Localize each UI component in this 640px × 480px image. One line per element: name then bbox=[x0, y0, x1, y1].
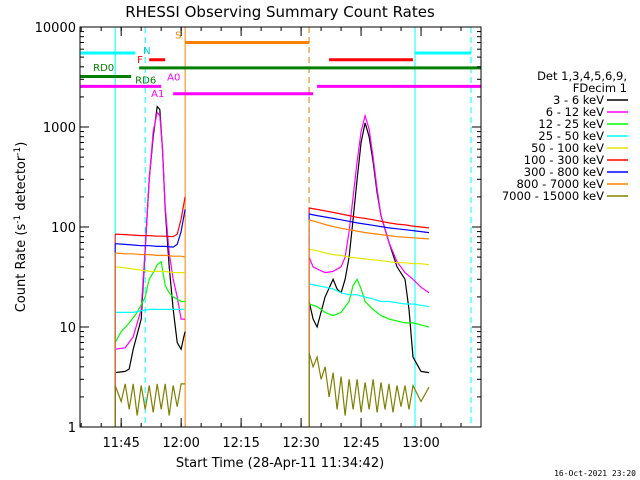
y-tick-label-1: 1 bbox=[68, 421, 76, 436]
y-tick-label-100: 100 bbox=[51, 221, 76, 236]
legend-label-12-25-kev: 12 - 25 keV bbox=[538, 117, 604, 131]
legend-label-800-7000-kev: 800 - 7000 keV bbox=[516, 177, 604, 191]
series-6-12-kev-seg0 bbox=[115, 111, 186, 350]
flag-label-rd0: RD0 bbox=[93, 63, 114, 74]
legend-label-25-50-kev: 25 - 50 keV bbox=[538, 129, 604, 143]
series-12-25-kev-seg1 bbox=[308, 278, 430, 328]
legend-label-6-12-kev: 6 - 12 keV bbox=[546, 105, 604, 119]
flag-label-s: S bbox=[175, 30, 181, 41]
series-7000-15000-kev-seg0 bbox=[114, 383, 186, 416]
series-50-100-kev-seg0 bbox=[115, 266, 186, 274]
y-axis-label-main: Count Rate (s bbox=[14, 224, 29, 313]
series-12-25-kev-seg0 bbox=[114, 260, 186, 343]
x-tick-label-13-00: 13:00 bbox=[402, 436, 439, 451]
legend-label-50-100-kev: 50 - 100 keV bbox=[531, 141, 604, 155]
axis-ticks: 11:45 12:00 12:15 12:30 12:45 13:00 1 10 100 1000… bbox=[35, 21, 482, 451]
x-tick-label-12-45: 12:45 bbox=[342, 436, 379, 451]
x-tick-label-12-00: 12:00 bbox=[162, 436, 199, 451]
legend-label-300-800-kev: 300 - 800 keV bbox=[524, 165, 604, 179]
flag-label-n: N bbox=[143, 46, 150, 57]
x-tick-label-12-30: 12:30 bbox=[282, 436, 319, 451]
flag-label-rd6: RD6 bbox=[135, 75, 156, 86]
legend-header-line2: FDecim 1 bbox=[573, 81, 627, 95]
series-25-50-kev-seg1 bbox=[308, 283, 430, 308]
series-800-7000-kev-seg1 bbox=[308, 219, 430, 240]
y-tick-label-10: 10 bbox=[59, 321, 76, 336]
y-tick-label-1000: 1000 bbox=[43, 121, 76, 136]
series-6-12-kev-seg1 bbox=[308, 113, 430, 294]
y-axis-label-end: ) bbox=[14, 142, 29, 147]
x-tick-label-12-15: 12:15 bbox=[222, 436, 259, 451]
series-3-6-kev-seg0 bbox=[115, 105, 186, 374]
flag-label-f: F bbox=[137, 55, 143, 66]
y-axis-label-sup2: -1 bbox=[13, 147, 23, 156]
series-300-800-kev-seg1 bbox=[308, 213, 430, 234]
series-50-100-kev-seg1 bbox=[308, 248, 430, 266]
series-300-800-kev-seg0 bbox=[115, 209, 186, 248]
legend-label-7000-15000-kev: 7000 - 15000 keV bbox=[502, 189, 604, 203]
legend-header-line1: Det 1,3,4,5,6,9, bbox=[537, 69, 627, 83]
series-lines bbox=[114, 105, 430, 427]
series-25-50-kev-seg0 bbox=[115, 308, 186, 313]
flag-label-a0: A0 bbox=[167, 72, 180, 83]
y-tick-label-10000: 10000 bbox=[35, 21, 76, 36]
x-axis-label: Start Time (28-Apr-11 11:34:42) bbox=[176, 456, 384, 471]
flag-label-a1: A1 bbox=[151, 89, 164, 100]
chart-title: RHESSI Observing Summary Count Rates bbox=[125, 3, 435, 21]
x-tick-label-11-45: 11:45 bbox=[102, 436, 139, 451]
series-800-7000-kev-seg0 bbox=[115, 252, 186, 258]
y-axis-label: Count Rate (s-1 detector-1) bbox=[13, 142, 29, 313]
y-axis-label-mid: detector bbox=[14, 155, 29, 215]
legend-label-100-300-kev: 100 - 300 keV bbox=[524, 153, 604, 167]
series-3-6-kev-seg1 bbox=[308, 122, 430, 374]
series-100-300-kev-seg1 bbox=[308, 207, 430, 229]
series-100-300-kev-seg0 bbox=[115, 196, 186, 238]
y-axis-label-sup1: -1 bbox=[13, 215, 23, 224]
series-7000-15000-kev-seg1 bbox=[308, 352, 430, 416]
legend-label-3-6-kev: 3 - 6 keV bbox=[553, 93, 604, 107]
timestamp: 16-Oct-2021 23:20 bbox=[554, 469, 636, 478]
